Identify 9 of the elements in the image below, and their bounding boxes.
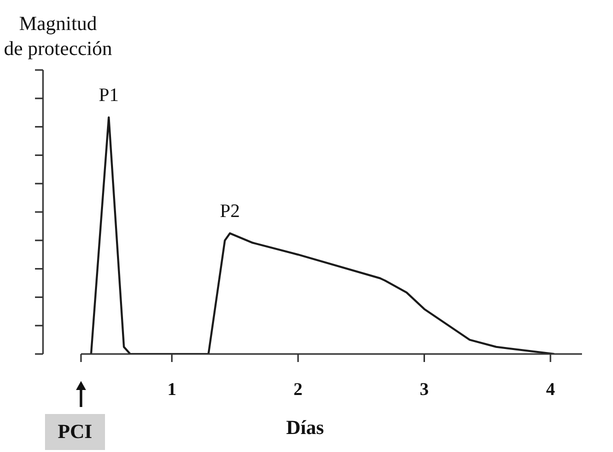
x-tick-label: 2 bbox=[294, 378, 303, 399]
annotation: P2 bbox=[218, 201, 241, 224]
annotation: P1 bbox=[98, 85, 120, 108]
x-tick-label: 3 bbox=[420, 378, 429, 399]
x-axis-title: Días bbox=[285, 417, 325, 440]
text: PCI bbox=[45, 414, 105, 450]
x-tick-label: 4 bbox=[546, 378, 555, 399]
x-tick-label: 1 bbox=[167, 378, 176, 399]
y-axis-title: Magnitud de protección bbox=[2, 12, 114, 62]
